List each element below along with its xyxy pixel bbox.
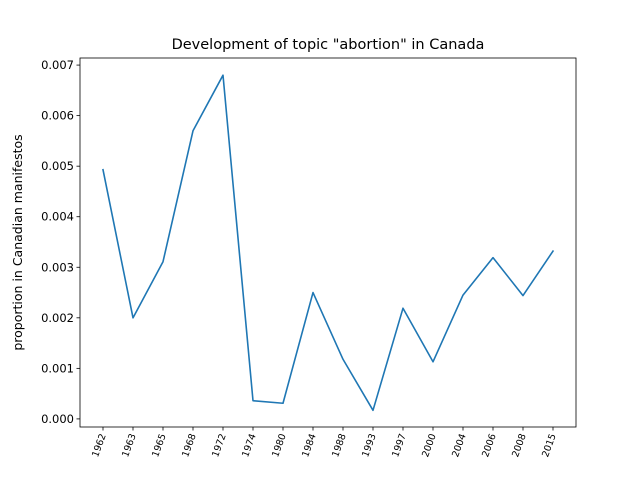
y-tick-label: 0.007 bbox=[41, 58, 74, 72]
chart-title: Development of topic "abortion" in Canad… bbox=[172, 37, 485, 53]
y-tick-label: 0.000 bbox=[41, 412, 74, 426]
y-tick-label: 0.002 bbox=[41, 311, 74, 325]
series-line bbox=[102, 74, 555, 412]
y-tick-label: 0.001 bbox=[41, 361, 74, 375]
y-axis: 0.000 0.001 0.002 0.003 0.004 0.005 0.006 0.007 bbox=[41, 58, 80, 426]
plot-area bbox=[102, 74, 555, 412]
y-tick-label: 0.003 bbox=[41, 260, 74, 274]
y-tick-label: 0.004 bbox=[41, 210, 74, 224]
y-tick-label: 0.006 bbox=[41, 109, 74, 123]
y-axis-label: proportion in Canadian manifestos bbox=[10, 134, 25, 350]
axes-frame bbox=[79, 57, 577, 428]
y-tick-label: 0.005 bbox=[41, 159, 74, 173]
